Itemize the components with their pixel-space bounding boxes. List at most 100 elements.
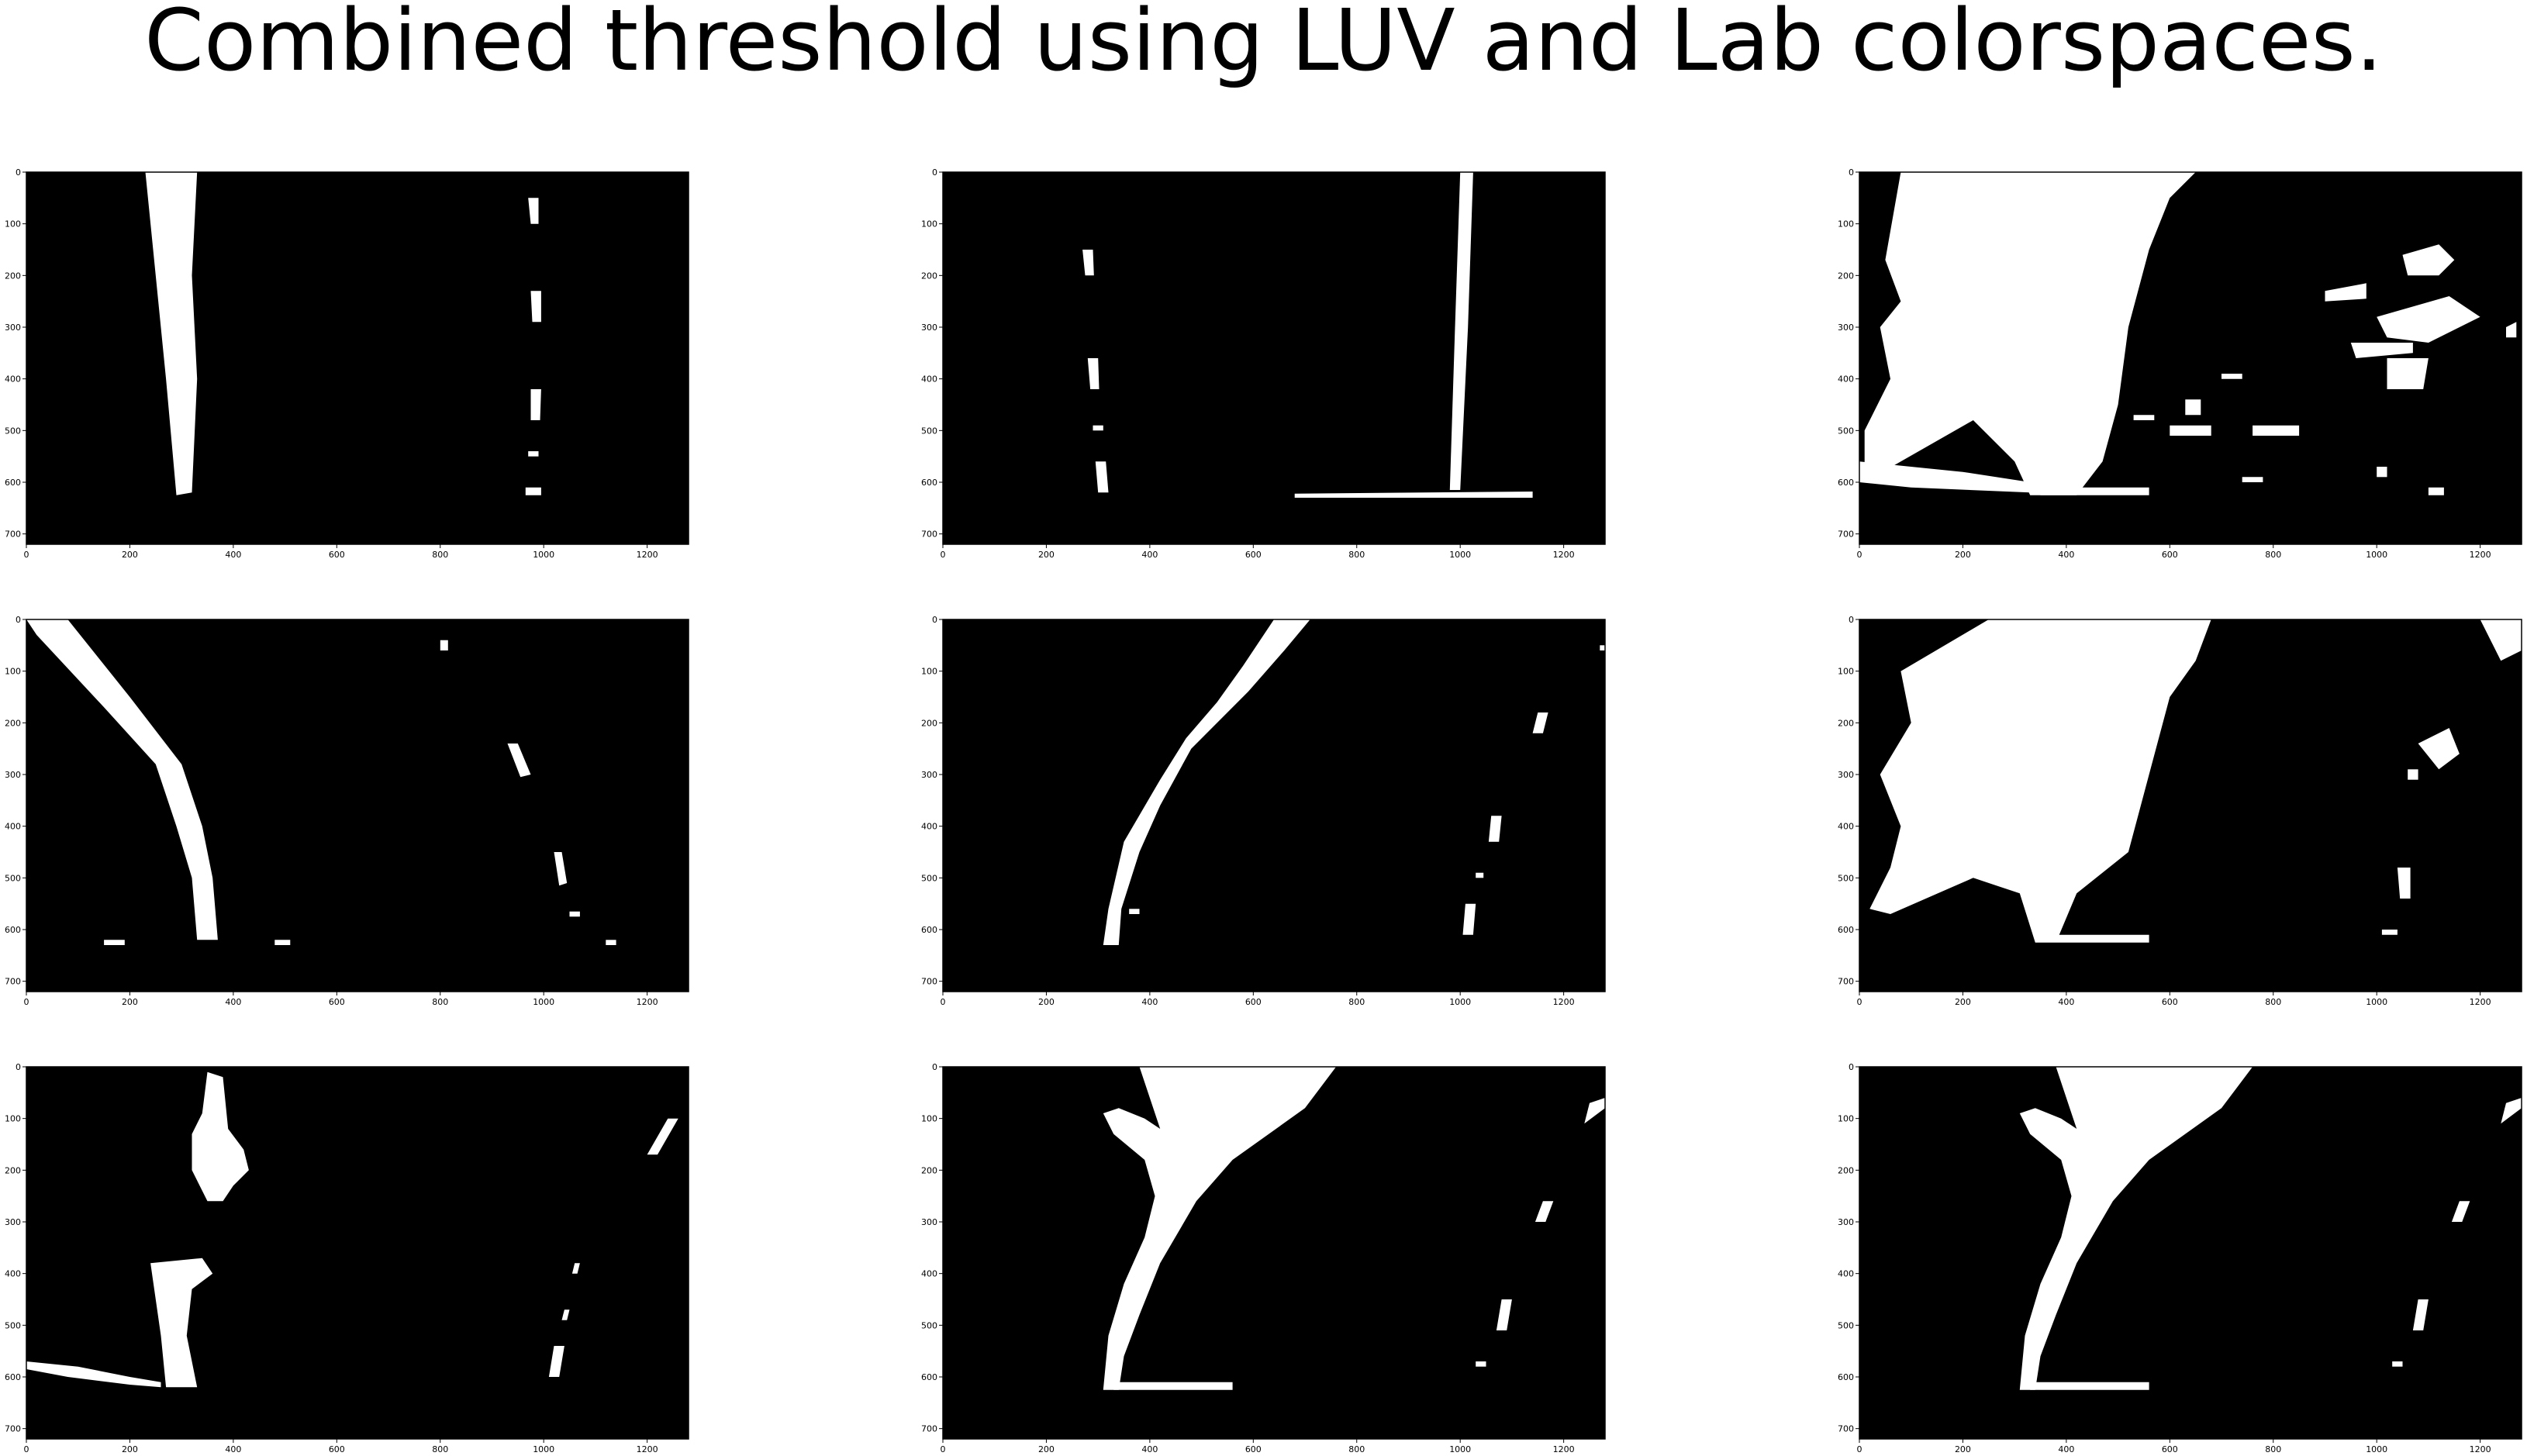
x-tick-label: 800 [1348,997,1365,1007]
y-tick-label: 200 [5,718,21,728]
y-tick-label: 100 [1838,1114,1854,1124]
x-tick-label: 1000 [533,550,554,560]
x-tick-label: 600 [2162,1444,2178,1454]
mask-region-0 [1082,250,1094,276]
x-tick-label: 200 [1038,1444,1055,1454]
y-tick-label: 700 [5,977,21,987]
y-tick-label: 200 [5,1165,21,1175]
y-tick-label: 0 [932,615,937,625]
mask-region-5 [2381,930,2398,935]
panel-r1c2: 0 200 400 600 800 1000 1200 0 100 200 300 400 500 600… [921,167,1606,560]
x-tick-label: 400 [225,997,241,1007]
panel-r1c3: 0 200 400 600 800 1000 1200 0 100 200 300 400 500 600… [1838,167,2522,560]
x-tick-label: 400 [2058,1444,2074,1454]
y-tick-label: 100 [921,219,937,229]
mask-region-1 [1532,712,1548,733]
panel-r2c1: 0 200 400 600 800 1000 1200 0 100 200 300 400 500 600… [5,615,689,1007]
mask-region-4 [2397,868,2411,899]
mask-region-6 [2408,769,2418,780]
x-tick-label: 0 [24,550,29,560]
mask-region-14 [2377,467,2387,478]
x-tick-label: 1000 [2366,1444,2387,1454]
y-tick-label: 500 [5,1320,21,1330]
panel-frame [942,619,1606,992]
mask-region-6 [548,1346,564,1377]
mask-region-7 [440,640,448,650]
panel-r2c3: 0 200 400 600 800 1000 1200 0 100 200 300 400 500 600… [1838,615,2522,1007]
y-tick-label: 200 [5,271,21,281]
y-tick-label: 0 [16,167,21,178]
mask-region-2 [26,1361,161,1388]
panel-frame [1859,1066,2522,1440]
y-tick-label: 600 [5,925,21,935]
panel-frame [942,171,1606,545]
mask-region-2 [530,291,541,323]
y-tick-label: 300 [921,1217,937,1227]
mask-region-5 [104,940,125,945]
mask-region-1 [2030,1382,2149,1390]
mask-region-0 [1103,1067,1337,1390]
panel-r3c3: 0 200 400 600 800 1000 1200 0 100 200 300 400 500 600… [1838,1062,2522,1454]
mask-region-1 [507,744,531,778]
x-tick-label: 1000 [1449,1444,1471,1454]
y-tick-label: 100 [5,1114,21,1124]
mask-region-5 [525,487,541,495]
y-tick-label: 700 [921,977,937,987]
x-tick-label: 200 [1038,550,1055,560]
x-tick-label: 1000 [1449,550,1471,560]
mask-region-3 [1534,1201,1554,1222]
panel-frame [1859,171,2522,545]
x-tick-label: 0 [941,1444,946,1454]
x-tick-label: 0 [941,997,946,1007]
mask-region-7 [2387,358,2429,389]
x-tick-label: 400 [2058,550,2074,560]
mask-region-2 [2480,619,2522,661]
mask-region-16 [2506,322,2517,338]
y-tick-label: 400 [5,374,21,385]
y-tick-label: 400 [1838,1269,1854,1279]
mask-region-1 [528,198,539,224]
mask-region-15 [2428,487,2444,495]
mask-region-5 [1129,909,1140,914]
mask-regions [1103,619,1605,945]
y-tick-label: 700 [5,530,21,540]
mask-regions [1859,172,2517,495]
y-tick-label: 700 [921,530,937,540]
y-tick-label: 300 [921,323,937,333]
x-tick-label: 800 [432,1444,448,1454]
mask-region-3 [569,911,580,917]
panel-frame [942,1066,1606,1440]
mask-region-5 [1476,1361,1486,1367]
x-tick-label: 600 [2162,997,2178,1007]
x-tick-label: 1200 [637,1444,658,1454]
mask-region-5 [561,1309,570,1320]
panel-frame [26,1066,689,1440]
mask-region-1 [1859,461,2031,493]
mask-region-1 [150,1258,213,1388]
x-tick-label: 1000 [533,1444,554,1454]
x-tick-label: 200 [122,1444,138,1454]
mask-region-1 [2056,934,2149,943]
x-tick-label: 800 [2265,1444,2281,1454]
mask-regions [1082,172,1533,498]
y-tick-label: 500 [5,426,21,436]
x-tick-label: 800 [1348,550,1365,560]
y-tick-label: 0 [16,1062,21,1072]
x-tick-label: 200 [1955,550,1971,560]
y-tick-label: 100 [1838,219,1854,229]
y-tick-label: 400 [1838,374,1854,385]
y-tick-label: 600 [921,1372,937,1382]
x-tick-label: 1200 [637,997,658,1007]
x-tick-label: 400 [1141,550,1158,560]
mask-region-8 [2221,374,2242,379]
y-tick-label: 400 [5,1269,21,1279]
mask-region-4 [2325,283,2366,302]
panel-r1c1: 0 200 400 600 800 1000 1200 0 100 200 300 400 500 600… [5,167,689,560]
x-tick-label: 200 [1955,1444,1971,1454]
x-tick-label: 1200 [2470,550,2491,560]
mask-region-2 [1584,1098,1605,1124]
y-tick-label: 400 [921,1269,937,1279]
mask-region-3 [2451,1201,2470,1222]
panel-frame [26,619,689,992]
